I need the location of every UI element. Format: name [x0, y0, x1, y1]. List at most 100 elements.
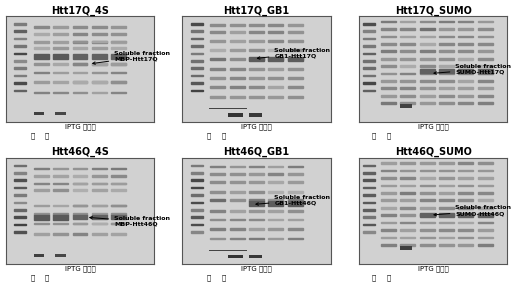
Bar [419, 177, 435, 179]
Bar [381, 58, 396, 59]
Bar [439, 207, 454, 208]
Bar [210, 181, 225, 183]
Bar [34, 63, 48, 65]
Bar [92, 223, 107, 225]
Bar [210, 58, 225, 59]
Bar [458, 185, 473, 186]
Bar [419, 65, 435, 67]
Bar [14, 202, 26, 203]
Bar [439, 229, 454, 231]
Bar [477, 177, 493, 179]
Text: 후: 후 [386, 133, 391, 139]
Bar [111, 41, 126, 43]
Bar [419, 213, 435, 217]
Bar [288, 238, 302, 239]
Bar [14, 38, 26, 39]
Bar [53, 72, 68, 73]
Bar [268, 68, 284, 70]
Bar [34, 26, 48, 28]
Bar [14, 75, 26, 76]
X-axis label: IPTG 과발현: IPTG 과발현 [418, 265, 448, 272]
Bar [53, 26, 68, 28]
Bar [268, 40, 284, 41]
Bar [249, 57, 264, 61]
X-axis label: IPTG 과발현: IPTG 과발현 [241, 124, 272, 130]
Bar [210, 238, 225, 239]
Bar [381, 199, 396, 201]
Bar [73, 223, 87, 225]
Bar [210, 191, 225, 193]
Bar [14, 82, 26, 84]
Bar [419, 28, 435, 30]
Bar [477, 192, 493, 194]
Bar [419, 80, 435, 82]
Bar [249, 113, 262, 117]
Bar [53, 33, 68, 35]
Bar [53, 233, 68, 235]
Bar [230, 219, 245, 220]
Bar [73, 33, 87, 35]
Bar [268, 57, 284, 61]
Bar [439, 21, 454, 23]
Bar [363, 164, 375, 166]
Bar [53, 213, 68, 215]
Bar [92, 63, 107, 65]
Bar [401, 222, 415, 223]
Bar [458, 73, 473, 74]
Bar [419, 43, 435, 45]
Title: Htt17Q_GB1: Htt17Q_GB1 [223, 5, 289, 16]
Bar [249, 40, 264, 41]
Bar [111, 205, 126, 206]
Bar [458, 207, 473, 208]
Bar [210, 31, 225, 33]
Bar [111, 72, 126, 73]
Bar [191, 45, 203, 47]
Bar [249, 201, 264, 206]
Bar [363, 67, 375, 69]
Bar [53, 205, 68, 206]
Bar [111, 33, 126, 35]
Bar [230, 96, 245, 98]
Bar [111, 63, 126, 65]
Bar [191, 179, 203, 181]
Bar [73, 41, 87, 43]
Bar [381, 65, 396, 67]
Bar [458, 170, 473, 172]
Bar [73, 233, 87, 235]
Title: Htt46Q_SUMO: Htt46Q_SUMO [395, 147, 472, 157]
Text: 전: 전 [207, 133, 211, 139]
Bar [458, 102, 473, 104]
Text: Soluble fraction
MBP-Htt46Q: Soluble fraction MBP-Htt46Q [90, 216, 170, 227]
Title: Htt17Q_SUMO: Htt17Q_SUMO [395, 5, 472, 16]
Bar [230, 40, 245, 41]
Bar [53, 63, 68, 65]
Bar [458, 162, 473, 164]
Bar [111, 175, 126, 177]
Title: Htt46Q_GB1: Htt46Q_GB1 [223, 147, 289, 157]
Bar [34, 112, 44, 115]
Bar [191, 30, 203, 32]
Bar [288, 210, 302, 212]
Bar [363, 38, 375, 39]
Bar [14, 23, 26, 25]
Bar [230, 191, 245, 193]
Bar [477, 185, 493, 186]
Bar [92, 26, 107, 28]
Bar [111, 47, 126, 49]
Bar [268, 31, 284, 33]
Bar [92, 215, 107, 219]
Bar [477, 162, 493, 164]
Bar [92, 72, 107, 73]
Bar [34, 92, 48, 94]
Bar [288, 31, 302, 33]
Bar [210, 77, 225, 79]
Bar [419, 222, 435, 223]
Bar [14, 30, 26, 32]
Bar [268, 238, 284, 239]
Bar [268, 210, 284, 212]
Bar [230, 86, 245, 88]
Bar [458, 237, 473, 238]
Bar [210, 228, 225, 230]
Bar [439, 73, 454, 74]
Bar [230, 173, 245, 175]
